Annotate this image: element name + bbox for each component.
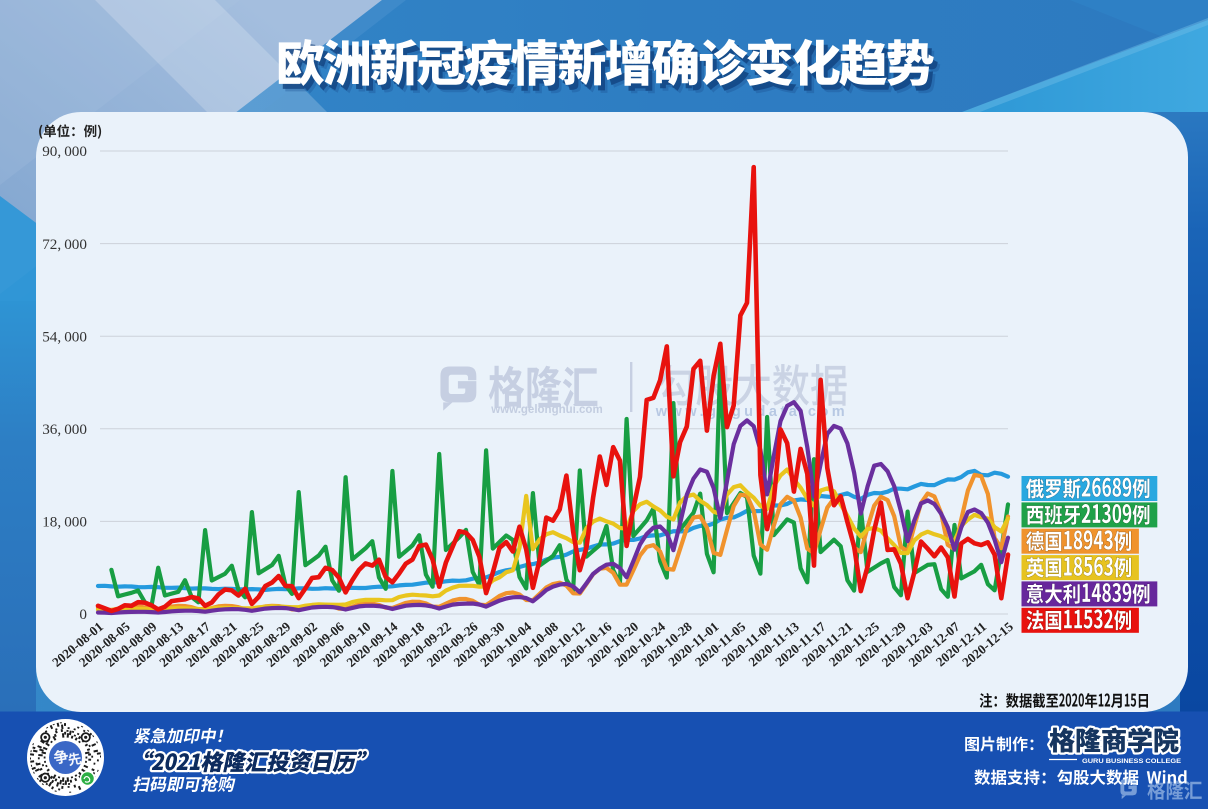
svg-text:72, 000: 72, 000	[42, 236, 87, 253]
svg-text:36, 000: 36, 000	[42, 421, 87, 438]
svg-text:54, 000: 54, 000	[42, 328, 87, 345]
svg-text:GURU BUSINESS COLLEGE: GURU BUSINESS COLLEGE	[1082, 758, 1182, 765]
svg-text:18, 000: 18, 000	[42, 514, 87, 531]
svg-text:www.gelonghui.com: www.gelonghui.com	[490, 404, 602, 416]
svg-text:90, 000: 90, 000	[42, 143, 87, 160]
svg-text:0: 0	[79, 606, 87, 623]
